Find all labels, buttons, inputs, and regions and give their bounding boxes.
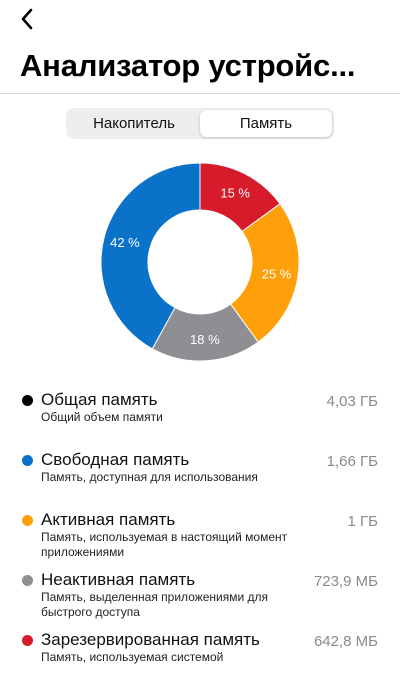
legend-title: Зарезервированная память [41,630,260,649]
legend-title: Свободная память [41,450,190,469]
donut-label-2: 18 % [190,332,220,347]
memory-donut-chart: 15 % 25 % 18 % 42 % [100,162,300,362]
legend-value: 642,8 МБ [313,633,378,650]
legend-description: Память, выделенная приложениями для быст… [41,590,269,619]
legend-value: 1 ГБ [347,513,378,530]
legend-title: Общая память [41,390,158,409]
header-divider [0,93,400,94]
back-button[interactable] [14,8,40,34]
legend-description: Память, используемая системой [41,650,224,664]
legend-title: Неактивная память [41,570,196,589]
legend-description: Память, используемая в настоящий момент … [41,530,288,559]
legend-dot [22,395,33,406]
legend-dot [22,455,33,466]
page-title: Анализатор устройс... [20,48,356,83]
tab-memory[interactable]: Память [200,110,332,137]
donut-label-0: 15 % [220,185,250,200]
legend-value: 4,03 ГБ [326,393,378,410]
legend-title: Активная память [41,510,176,529]
chevron-left-icon [20,8,34,35]
donut-label-3: 42 % [110,235,140,250]
legend-dot [22,515,33,526]
donut-label-1: 25 % [262,267,292,282]
legend-description: Память, доступная для использования [41,470,258,484]
legend-value: 723,9 МБ [313,573,378,590]
legend-dot [22,575,33,586]
legend-dot [22,635,33,646]
donut-slice-1 [229,203,300,343]
legend-value: 1,66 ГБ [326,453,378,470]
segmented-control: Накопитель Память [66,108,334,139]
donut-slice-3 [100,162,201,350]
legend-description: Общий объем памяти [41,410,163,424]
tab-storage[interactable]: Накопитель [93,115,175,132]
